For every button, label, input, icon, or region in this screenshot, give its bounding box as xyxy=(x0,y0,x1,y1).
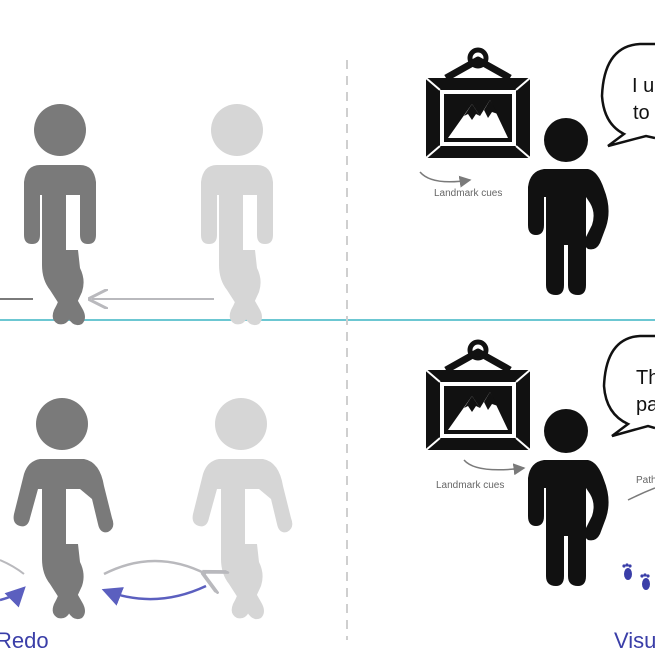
speech-text-line-2: to xyxy=(633,102,650,124)
standing-figure-2 xyxy=(528,409,609,586)
standing-figure xyxy=(528,118,609,295)
walker-figure-light xyxy=(201,104,273,326)
visual-caption: Visu xyxy=(614,628,655,653)
blue-arrow-left xyxy=(0,586,26,608)
speech-text-line-4: pa xyxy=(636,394,655,416)
speech-text-line-1: I u xyxy=(632,75,654,97)
redo-caption: Redo xyxy=(0,628,49,653)
top-right-panel: Landmark cues I u to xyxy=(419,42,655,295)
gray-arrow-left xyxy=(0,559,25,575)
landmark-cue-arrow-2 xyxy=(463,459,526,476)
blue-arc-arrow xyxy=(101,584,207,606)
path-label: Path xyxy=(636,475,655,486)
bottom-right-panel: Landmark cues Path Th pa Visu xyxy=(426,334,655,653)
landmark-picture-icon-2 xyxy=(426,342,530,450)
speech-bubble-icon-2 xyxy=(602,334,655,438)
speech-bubble-icon xyxy=(600,42,655,148)
footprints-icon xyxy=(622,563,650,590)
landmark-cues-label: Landmark cues xyxy=(434,188,502,199)
landmark-cue-arrow xyxy=(419,171,472,188)
landmark-picture-icon xyxy=(426,50,530,158)
gray-arc-arrow xyxy=(103,559,206,574)
walker-figure-light-2 xyxy=(192,398,293,620)
walker-figure-dark-2 xyxy=(13,398,114,620)
path-cue-arrow xyxy=(627,487,655,501)
top-left-panel xyxy=(0,104,273,326)
speech-text-line-3: Th xyxy=(636,367,655,389)
walker-figure-dark xyxy=(24,104,96,326)
bottom-left-panel: Redo xyxy=(0,398,293,653)
landmark-cues-label-2: Landmark cues xyxy=(436,480,504,491)
